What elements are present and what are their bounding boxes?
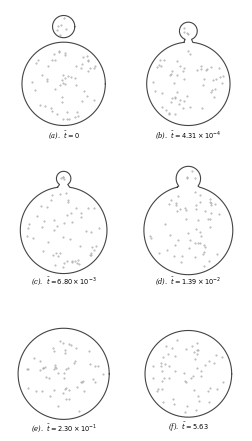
Text: (a).  $\bar{t} = 0$: (a). $\bar{t} = 0$ [48,129,80,141]
Text: (f).  $\bar{t} = 5.63$: (f). $\bar{t} = 5.63$ [168,420,209,434]
Text: (b).  $\bar{t} = 4.31 \times 10^{-4}$: (b). $\bar{t} = 4.31 \times 10^{-4}$ [155,129,222,141]
Text: (c).  $\bar{t} = 6.80 \times 10^{-3}$: (c). $\bar{t} = 6.80 \times 10^{-3}$ [31,276,97,287]
Text: (e).  $\bar{t} = 2.30 \times 10^{-1}$: (e). $\bar{t} = 2.30 \times 10^{-1}$ [31,422,97,434]
Text: (d).  $\bar{t} = 1.39 \times 10^{-2}$: (d). $\bar{t} = 1.39 \times 10^{-2}$ [155,276,222,287]
